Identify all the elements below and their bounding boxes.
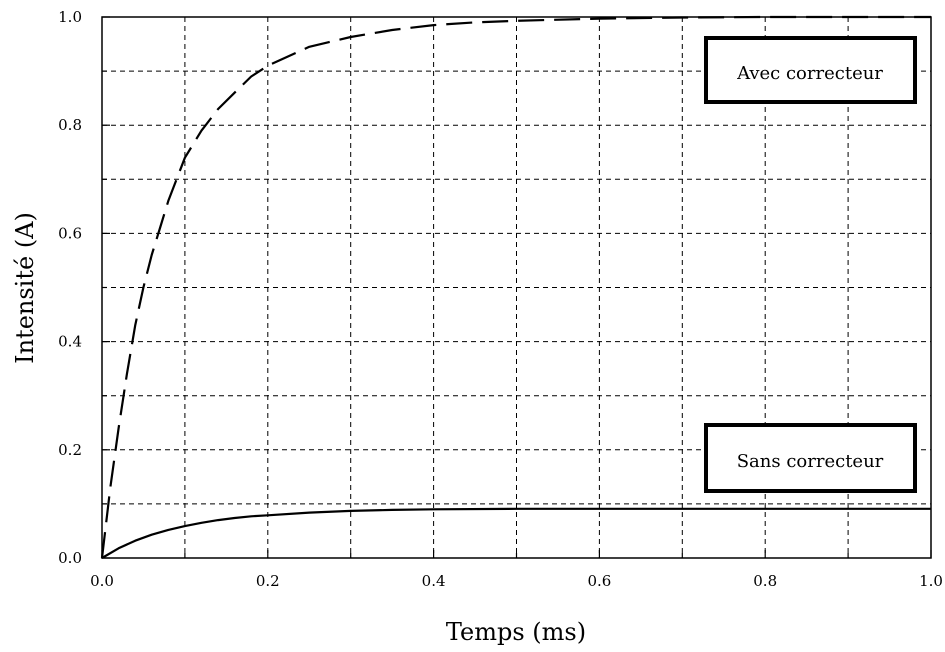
y-tick-label: 0.2 bbox=[58, 441, 82, 459]
x-tick-label: 0.8 bbox=[753, 572, 777, 590]
legend-box-sans: Sans correcteur bbox=[704, 423, 917, 493]
y-tick-label: 0.4 bbox=[58, 333, 82, 351]
series-layer bbox=[100, 15, 931, 559]
series-line-sans-correcteur bbox=[101, 507, 931, 559]
x-tick-label: 0.2 bbox=[256, 572, 280, 590]
x-tick-label: 1.0 bbox=[919, 572, 943, 590]
y-tick-label: 0.6 bbox=[58, 224, 82, 242]
y-tick-label: 1.0 bbox=[58, 8, 82, 26]
x-tick-labels: 0.0 0.2 0.4 0.6 0.8 1.0 bbox=[90, 572, 943, 590]
legend-label-avec: Avec correcteur bbox=[736, 63, 883, 84]
x-tick-label: 0.4 bbox=[422, 572, 446, 590]
x-tick-label: 0.6 bbox=[587, 572, 611, 590]
legend-box-avec: Avec correcteur bbox=[704, 36, 917, 104]
y-axis-title: Intensité (A) bbox=[11, 212, 39, 364]
x-tick-label: 0.0 bbox=[90, 572, 114, 590]
y-tick-label: 0.8 bbox=[58, 116, 82, 134]
legend-label-sans: Sans correcteur bbox=[737, 451, 884, 472]
x-axis-title: Temps (ms) bbox=[446, 618, 586, 646]
series-line-avec-correcteur bbox=[100, 15, 931, 559]
y-tick-label: 0.0 bbox=[58, 549, 82, 567]
y-tick-labels: 0.0 0.2 0.4 0.6 0.8 1.0 bbox=[58, 8, 82, 567]
